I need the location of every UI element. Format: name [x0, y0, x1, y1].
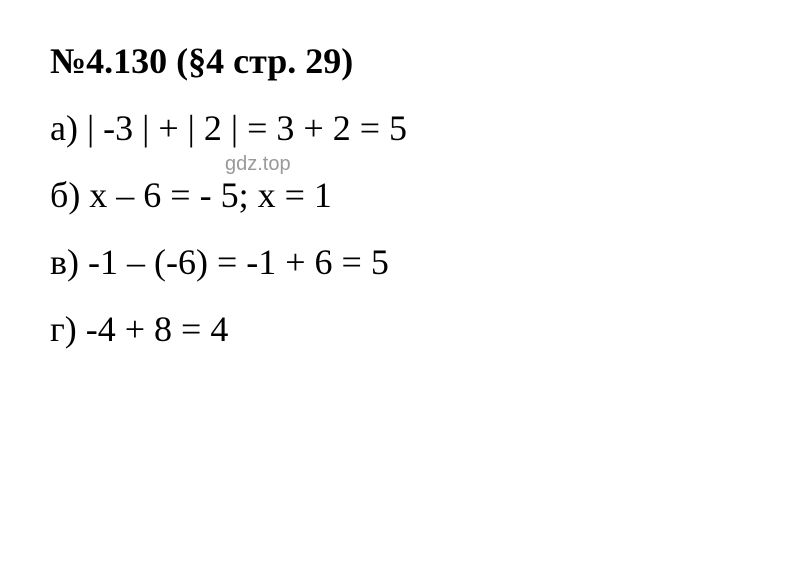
solution-line-g: г) -4 + 8 = 4 [50, 308, 740, 350]
solution-line-v: в) -1 – (-6) = -1 + 6 = 5 [50, 241, 740, 283]
solution-line-b: б) x – 6 = - 5; x = 1 [50, 174, 740, 216]
problem-heading: №4.130 (§4 стр. 29) [50, 40, 740, 82]
solution-line-a: а) | -3 | + | 2 | = 3 + 2 = 5 [50, 107, 740, 149]
watermark-text: gdz.top [225, 153, 291, 176]
